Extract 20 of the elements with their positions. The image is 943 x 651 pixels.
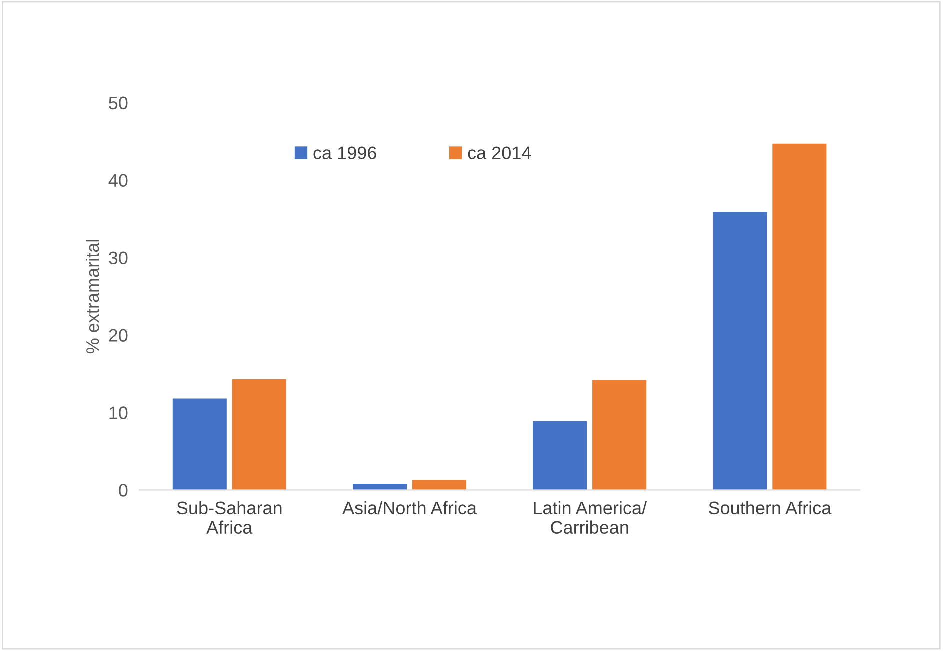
bar (592, 380, 647, 490)
y-tick-label: 50 (109, 96, 128, 110)
y-tick-label: 0 (119, 484, 128, 497)
bar (772, 144, 827, 490)
y-axis-title: % extramarital (86, 240, 100, 354)
y-tick-label: 40 (108, 174, 128, 188)
bar (172, 398, 227, 490)
bar (232, 379, 286, 490)
x-tick-label: Latin America/ Carribean (534, 501, 648, 534)
y-tick-label: 30 (109, 252, 128, 265)
x-tick-label: Sub-Saharan Africa (177, 501, 282, 534)
bar (713, 212, 768, 490)
y-tick-label: 20 (109, 329, 128, 342)
legend-label: ca 1996 (314, 146, 376, 160)
bar (533, 421, 588, 490)
x-tick-label: Asia/North Africa (342, 501, 477, 515)
x-tick-label: Southern Africa (709, 501, 832, 515)
legend-label: ca 2014 (468, 146, 532, 160)
bar (412, 480, 466, 490)
y-tick-label: 10 (110, 406, 128, 420)
